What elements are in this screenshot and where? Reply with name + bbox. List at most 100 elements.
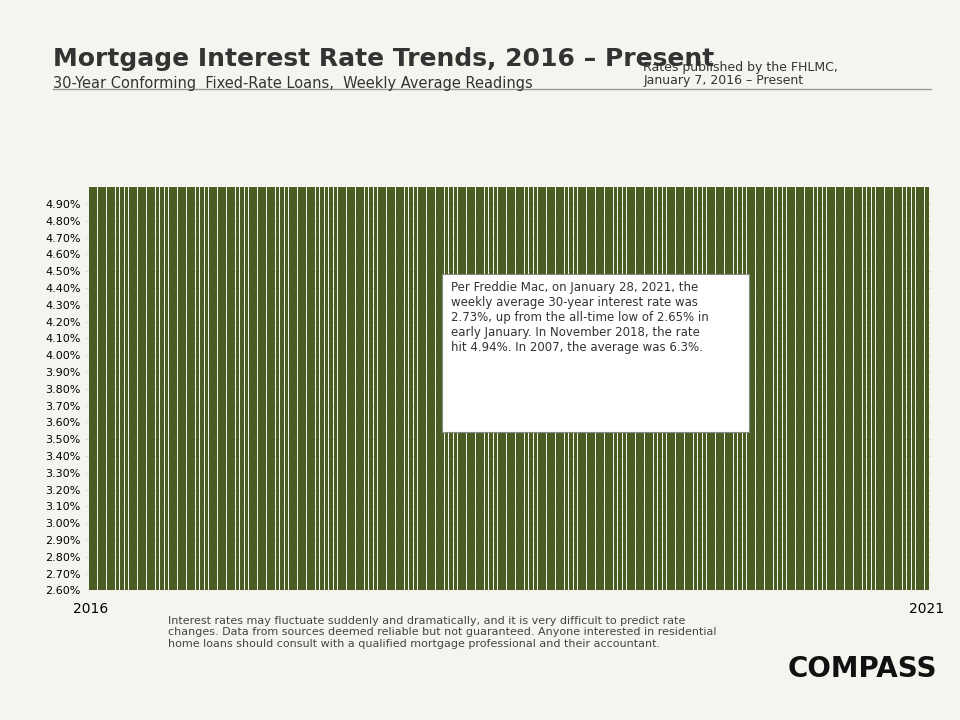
Bar <box>574 0 577 720</box>
Bar <box>316 0 320 720</box>
Bar <box>493 0 497 720</box>
Bar <box>765 0 769 720</box>
Bar <box>133 0 137 720</box>
Bar <box>867 0 871 720</box>
Bar <box>850 0 853 720</box>
Bar <box>204 0 208 720</box>
Bar <box>804 0 808 720</box>
Bar <box>463 0 467 720</box>
Text: 30-Year Conforming  Fixed-Rate Loans,  Weekly Average Readings: 30-Year Conforming Fixed-Rate Loans, Wee… <box>53 76 533 91</box>
Bar <box>258 0 262 720</box>
Bar <box>587 0 590 720</box>
Bar <box>245 0 249 720</box>
Bar <box>902 0 906 720</box>
Bar <box>338 0 342 720</box>
Bar <box>307 0 311 720</box>
Bar <box>373 0 377 720</box>
Bar <box>828 0 830 720</box>
Bar <box>253 0 257 720</box>
Bar <box>502 0 506 720</box>
Bar <box>147 0 151 720</box>
Bar <box>169 0 173 720</box>
Bar <box>907 0 911 720</box>
Bar <box>93 0 97 720</box>
Bar <box>681 0 684 720</box>
Bar <box>899 0 902 720</box>
Bar <box>498 0 502 720</box>
Bar <box>760 0 764 720</box>
Bar <box>823 0 827 720</box>
Bar <box>801 0 804 720</box>
Bar <box>125 0 129 720</box>
Bar <box>716 0 720 720</box>
Bar <box>369 0 372 720</box>
Bar <box>703 0 707 720</box>
Bar <box>876 0 879 720</box>
Bar <box>711 0 715 720</box>
Bar <box>645 0 649 720</box>
Bar <box>610 0 612 720</box>
Bar <box>289 0 293 720</box>
Bar <box>213 0 217 720</box>
Bar <box>649 0 653 720</box>
Bar <box>583 0 587 720</box>
Bar <box>444 0 448 720</box>
Bar <box>538 0 541 720</box>
Bar <box>333 0 337 720</box>
Bar <box>640 0 644 720</box>
Bar <box>490 0 492 720</box>
Bar <box>476 0 480 720</box>
Bar <box>400 0 404 720</box>
Bar <box>240 0 244 720</box>
Bar <box>542 0 546 720</box>
Bar <box>160 0 164 720</box>
Bar <box>796 0 800 720</box>
Bar <box>298 0 301 720</box>
Bar <box>209 0 213 720</box>
Bar <box>324 0 328 720</box>
Bar <box>174 0 178 720</box>
Bar <box>636 0 639 720</box>
Bar <box>924 0 928 720</box>
Bar <box>578 0 582 720</box>
Bar <box>276 0 279 720</box>
Bar <box>605 0 609 720</box>
Bar <box>725 0 729 720</box>
Bar <box>98 0 102 720</box>
Bar <box>294 0 298 720</box>
Bar <box>284 0 288 720</box>
Bar <box>525 0 528 720</box>
Bar <box>347 0 350 720</box>
Bar <box>427 0 431 720</box>
Bar <box>311 0 315 720</box>
Bar <box>392 0 396 720</box>
Bar <box>747 0 751 720</box>
Bar <box>556 0 560 720</box>
Bar <box>115 0 119 720</box>
Bar <box>782 0 786 720</box>
Bar <box>89 0 93 720</box>
Bar <box>791 0 795 720</box>
Bar <box>409 0 413 720</box>
Bar <box>520 0 524 720</box>
Bar <box>507 0 511 720</box>
Bar <box>840 0 844 720</box>
Bar <box>321 0 324 720</box>
Bar <box>529 0 533 720</box>
Bar <box>218 0 222 720</box>
Bar <box>436 0 440 720</box>
Bar <box>329 0 333 720</box>
Bar <box>378 0 382 720</box>
Bar <box>547 0 551 720</box>
Text: January 7, 2016 – Present: January 7, 2016 – Present <box>643 74 804 87</box>
Bar <box>743 0 746 720</box>
Bar <box>889 0 893 720</box>
Bar <box>779 0 781 720</box>
Bar <box>142 0 146 720</box>
Bar <box>667 0 671 720</box>
Bar <box>302 0 306 720</box>
Bar <box>262 0 266 720</box>
Bar <box>120 0 124 720</box>
Bar <box>272 0 275 720</box>
Text: Rates published by the FHLMC,: Rates published by the FHLMC, <box>643 61 838 74</box>
